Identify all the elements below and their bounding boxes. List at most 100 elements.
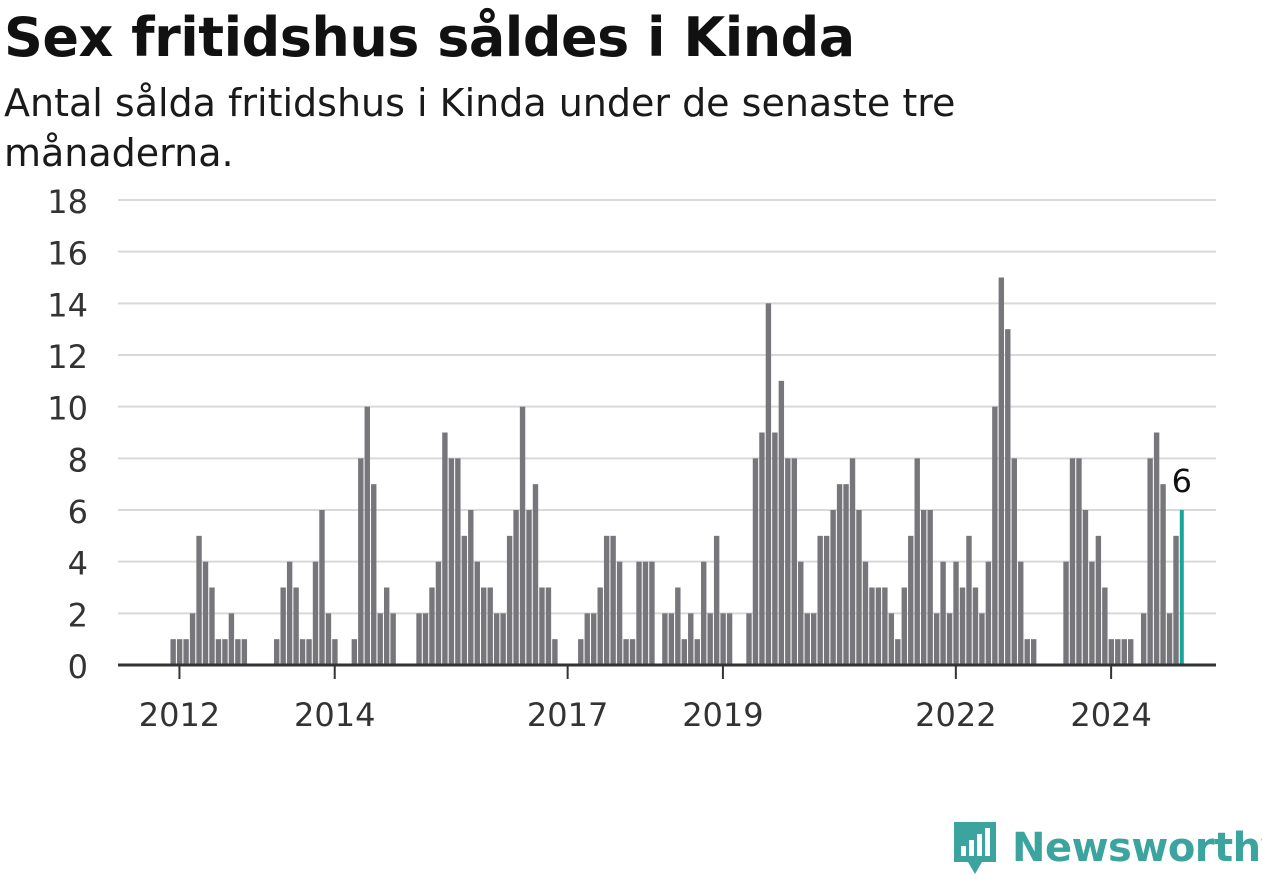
bar (584, 613, 590, 665)
x-tick-label: 2019 (682, 696, 763, 734)
bar (1108, 639, 1115, 665)
bar (1011, 458, 1017, 665)
bar (823, 535, 830, 665)
x-tick-label: 2024 (1070, 696, 1151, 734)
bar (1005, 329, 1011, 665)
bar (701, 561, 707, 665)
bar (325, 613, 332, 665)
bar (849, 458, 856, 665)
bar (895, 639, 901, 665)
y-tick-label: 2 (68, 596, 88, 634)
bar (578, 639, 584, 665)
bar (189, 613, 196, 665)
bar (299, 639, 306, 665)
bar (998, 277, 1005, 665)
bar (176, 639, 183, 665)
bar (235, 639, 241, 665)
bar (293, 587, 299, 665)
bar (675, 587, 681, 665)
bar (532, 484, 539, 665)
bar (772, 432, 778, 665)
bar (506, 535, 513, 665)
bar (940, 561, 946, 665)
bar (688, 613, 694, 665)
bar (746, 613, 752, 665)
bar (629, 639, 636, 665)
bar (416, 613, 422, 665)
highlight-bar (1179, 510, 1184, 665)
bar (215, 639, 222, 665)
bar (817, 535, 823, 665)
bar (765, 303, 772, 665)
bar (992, 406, 998, 665)
y-tick-label: 14 (47, 286, 88, 324)
bar (1069, 458, 1076, 665)
bar (811, 613, 817, 665)
gridlines (118, 199, 1216, 615)
bar (481, 587, 487, 665)
bar (513, 510, 519, 665)
bar (1063, 561, 1069, 665)
bar (836, 484, 843, 665)
bar (1082, 510, 1089, 665)
brand-name: Newsworthy (1012, 825, 1262, 871)
bar (707, 613, 713, 665)
bar (332, 639, 338, 665)
bar (286, 561, 293, 665)
bar (804, 613, 810, 665)
bar (920, 510, 927, 665)
bar (1173, 535, 1179, 665)
y-tick-label: 4 (68, 545, 88, 583)
bar (985, 561, 992, 665)
newsworthy-logo: Newsworthy (950, 818, 1262, 878)
bar (933, 613, 940, 665)
bar (1153, 432, 1160, 665)
bar (1102, 587, 1108, 665)
bar (435, 561, 442, 665)
bar (461, 535, 468, 665)
bar (662, 613, 668, 665)
bar (377, 613, 383, 665)
bar (636, 561, 642, 665)
bar (713, 535, 720, 665)
highlight-value-label: 6 (1172, 462, 1192, 500)
bar (552, 639, 558, 665)
bar (959, 587, 966, 665)
y-tick-label: 6 (68, 493, 88, 531)
y-tick-label: 0 (68, 648, 88, 686)
bar (280, 587, 286, 665)
bar (474, 561, 480, 665)
bar (455, 458, 461, 665)
y-tick-label: 18 (47, 183, 88, 221)
bar (694, 639, 700, 665)
bar (843, 484, 849, 665)
bar (1166, 613, 1173, 665)
bar (785, 458, 791, 665)
y-tick-label: 12 (47, 338, 88, 376)
bar (526, 510, 532, 665)
bar (726, 613, 733, 665)
bar (869, 587, 875, 665)
bar (668, 613, 675, 665)
bar (202, 561, 209, 665)
bar (319, 510, 325, 665)
axes (118, 663, 1216, 679)
bar (798, 561, 804, 665)
bar (778, 380, 785, 665)
chart-subtitle: Antal sålda fritidshus i Kinda under de … (4, 81, 956, 175)
bar (1128, 639, 1134, 665)
bar (358, 458, 364, 665)
bars (170, 277, 1184, 665)
bar (966, 535, 972, 665)
chart-title: Sex fritidshus såldes i Kinda (4, 6, 855, 69)
bar (306, 639, 312, 665)
bar (312, 561, 319, 665)
bar (759, 432, 765, 665)
bar (908, 535, 914, 665)
bar (442, 432, 448, 665)
bar (972, 587, 979, 665)
bar (830, 510, 836, 665)
bar (519, 406, 526, 665)
bar (927, 510, 933, 665)
